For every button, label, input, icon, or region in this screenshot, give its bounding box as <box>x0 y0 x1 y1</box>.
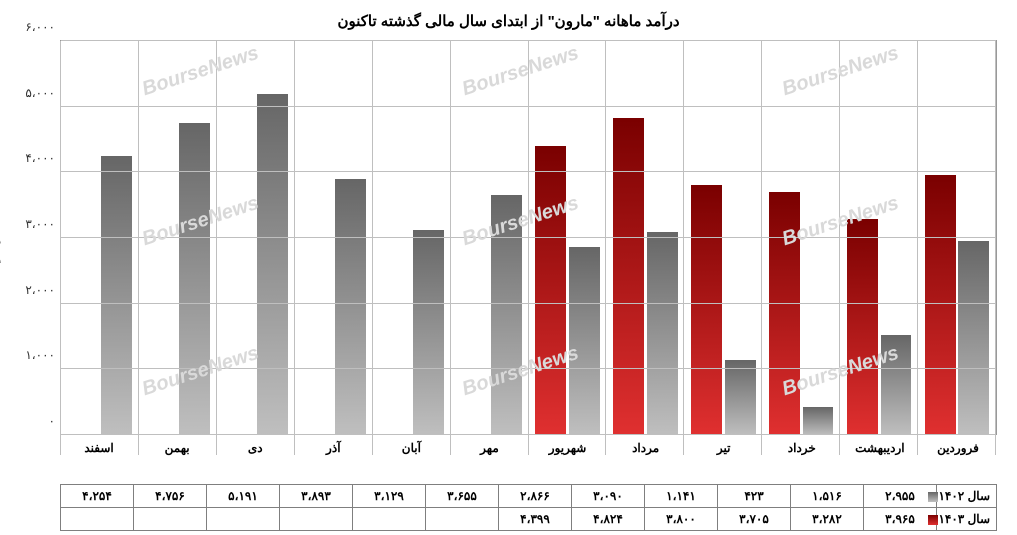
x-tick-label: آبان <box>402 441 421 455</box>
table-cell <box>61 508 134 531</box>
table-cell <box>134 508 207 531</box>
x-tick-label: مرداد <box>632 441 659 455</box>
table-cell: ۱،۱۴۱ <box>645 485 718 508</box>
x-divider <box>138 41 139 455</box>
table-cell <box>280 508 353 531</box>
table-row: سال ۱۴۰۳۳،۹۶۵۳،۲۸۲۳،۷۰۵۳،۸۰۰۴،۸۲۴۴،۳۹۹ <box>61 508 997 531</box>
table-cell <box>426 508 499 531</box>
bar <box>769 192 800 435</box>
table-cell: ۳،۶۵۵ <box>426 485 499 508</box>
x-divider <box>917 41 918 455</box>
table-cell: ۳،۲۸۲ <box>791 508 864 531</box>
gridline <box>61 368 996 369</box>
x-tick-label: تیر <box>717 441 731 455</box>
bar <box>257 94 288 435</box>
x-axis-labels: فروردین اردیبهشت خرداد تیر مرداد شهریور مهر آبا… <box>60 435 997 455</box>
x-tick-label: مهر <box>480 441 499 455</box>
bar <box>101 156 132 435</box>
bar <box>847 219 878 435</box>
table-cell: ۵،۱۹۱ <box>207 485 280 508</box>
y-tick-label: ۶،۰۰۰ <box>25 20 55 34</box>
table-cell: ۳،۷۰۵ <box>718 508 791 531</box>
table-cell: ۳،۱۲۹ <box>353 485 426 508</box>
table-cell: ۴،۷۵۶ <box>134 485 207 508</box>
bar <box>613 118 644 435</box>
bar <box>925 175 956 435</box>
plot-area: ۰۱،۰۰۰۲،۰۰۰۳،۰۰۰۴،۰۰۰۵،۰۰۰۶،۰۰۰ <box>60 40 997 435</box>
y-tick-label: ۳،۰۰۰ <box>25 217 55 231</box>
gridline <box>61 40 996 41</box>
chart-title: درآمد ماهانه "مارون" از ابتدای سال مالی … <box>0 0 1017 38</box>
bar <box>725 360 756 435</box>
table-cell: ۳،۸۰۰ <box>645 508 718 531</box>
x-tick-label: شهریور <box>549 441 587 455</box>
x-divider <box>294 41 295 455</box>
legend-cell: سال ۱۴۰۳ <box>937 508 997 531</box>
legend-swatch <box>928 515 938 525</box>
x-tick-label: اردیبهشت <box>855 441 904 455</box>
x-tick-label: اسفند <box>84 441 113 455</box>
x-divider <box>528 41 529 455</box>
x-divider <box>450 41 451 455</box>
legend-swatch <box>928 492 938 502</box>
y-tick-label: ۲،۰۰۰ <box>25 283 55 297</box>
y-tick-label: ۴،۰۰۰ <box>25 151 55 165</box>
bar <box>803 407 834 435</box>
table-cell: ۴۲۳ <box>718 485 791 508</box>
bar <box>647 232 678 435</box>
x-divider <box>839 41 840 455</box>
table-cell <box>353 508 426 531</box>
x-tick-label: بهمن <box>165 441 190 455</box>
y-tick-label: ۰ <box>49 414 55 428</box>
x-divider <box>995 41 996 455</box>
x-divider <box>216 41 217 455</box>
x-tick-label: آذر <box>326 441 340 455</box>
y-axis-title: (میلیارد تومان) <box>0 208 1 286</box>
table-cell: ۴،۲۵۴ <box>61 485 134 508</box>
x-divider <box>605 41 606 455</box>
bar <box>881 335 912 435</box>
x-tick-label: فروردین <box>937 441 979 455</box>
y-tick-label: ۱،۰۰۰ <box>25 348 55 362</box>
bar <box>691 185 722 435</box>
bar <box>491 195 522 435</box>
legend-cell: سال ۱۴۰۲ <box>937 485 997 508</box>
bar <box>535 146 566 435</box>
x-tick-label: خرداد <box>788 441 816 455</box>
bar <box>958 241 989 435</box>
table-cell <box>207 508 280 531</box>
bar <box>569 247 600 435</box>
table-cell: ۴،۸۲۴ <box>572 508 645 531</box>
gridline <box>61 106 996 107</box>
table-cell: ۳،۸۹۳ <box>280 485 353 508</box>
bars-layer <box>61 41 996 435</box>
x-divider <box>683 41 684 455</box>
x-divider <box>761 41 762 455</box>
chart-container: (میلیارد تومان) ۰۱،۰۰۰۲،۰۰۰۳،۰۰۰۴،۰۰۰۵،۰… <box>60 40 997 455</box>
gridline <box>61 171 996 172</box>
table-cell: ۳،۰۹۰ <box>572 485 645 508</box>
table-cell: ۱،۵۱۶ <box>791 485 864 508</box>
table-cell: ۲،۸۶۶ <box>499 485 572 508</box>
gridline <box>61 237 996 238</box>
bar <box>413 230 444 435</box>
y-tick-label: ۵،۰۰۰ <box>25 86 55 100</box>
table-row: سال ۱۴۰۲۲،۹۵۵۱،۵۱۶۴۲۳۱،۱۴۱۳،۰۹۰۲،۸۶۶۳،۶۵… <box>61 485 997 508</box>
bar <box>179 123 210 435</box>
gridline <box>61 303 996 304</box>
table-cell: ۴،۳۹۹ <box>499 508 572 531</box>
x-divider <box>60 41 61 455</box>
data-table: سال ۱۴۰۲۲،۹۵۵۱،۵۱۶۴۲۳۱،۱۴۱۳،۰۹۰۲،۸۶۶۳،۶۵… <box>60 484 997 531</box>
x-tick-label: دی <box>248 441 263 455</box>
x-divider <box>372 41 373 455</box>
bar <box>335 179 366 435</box>
